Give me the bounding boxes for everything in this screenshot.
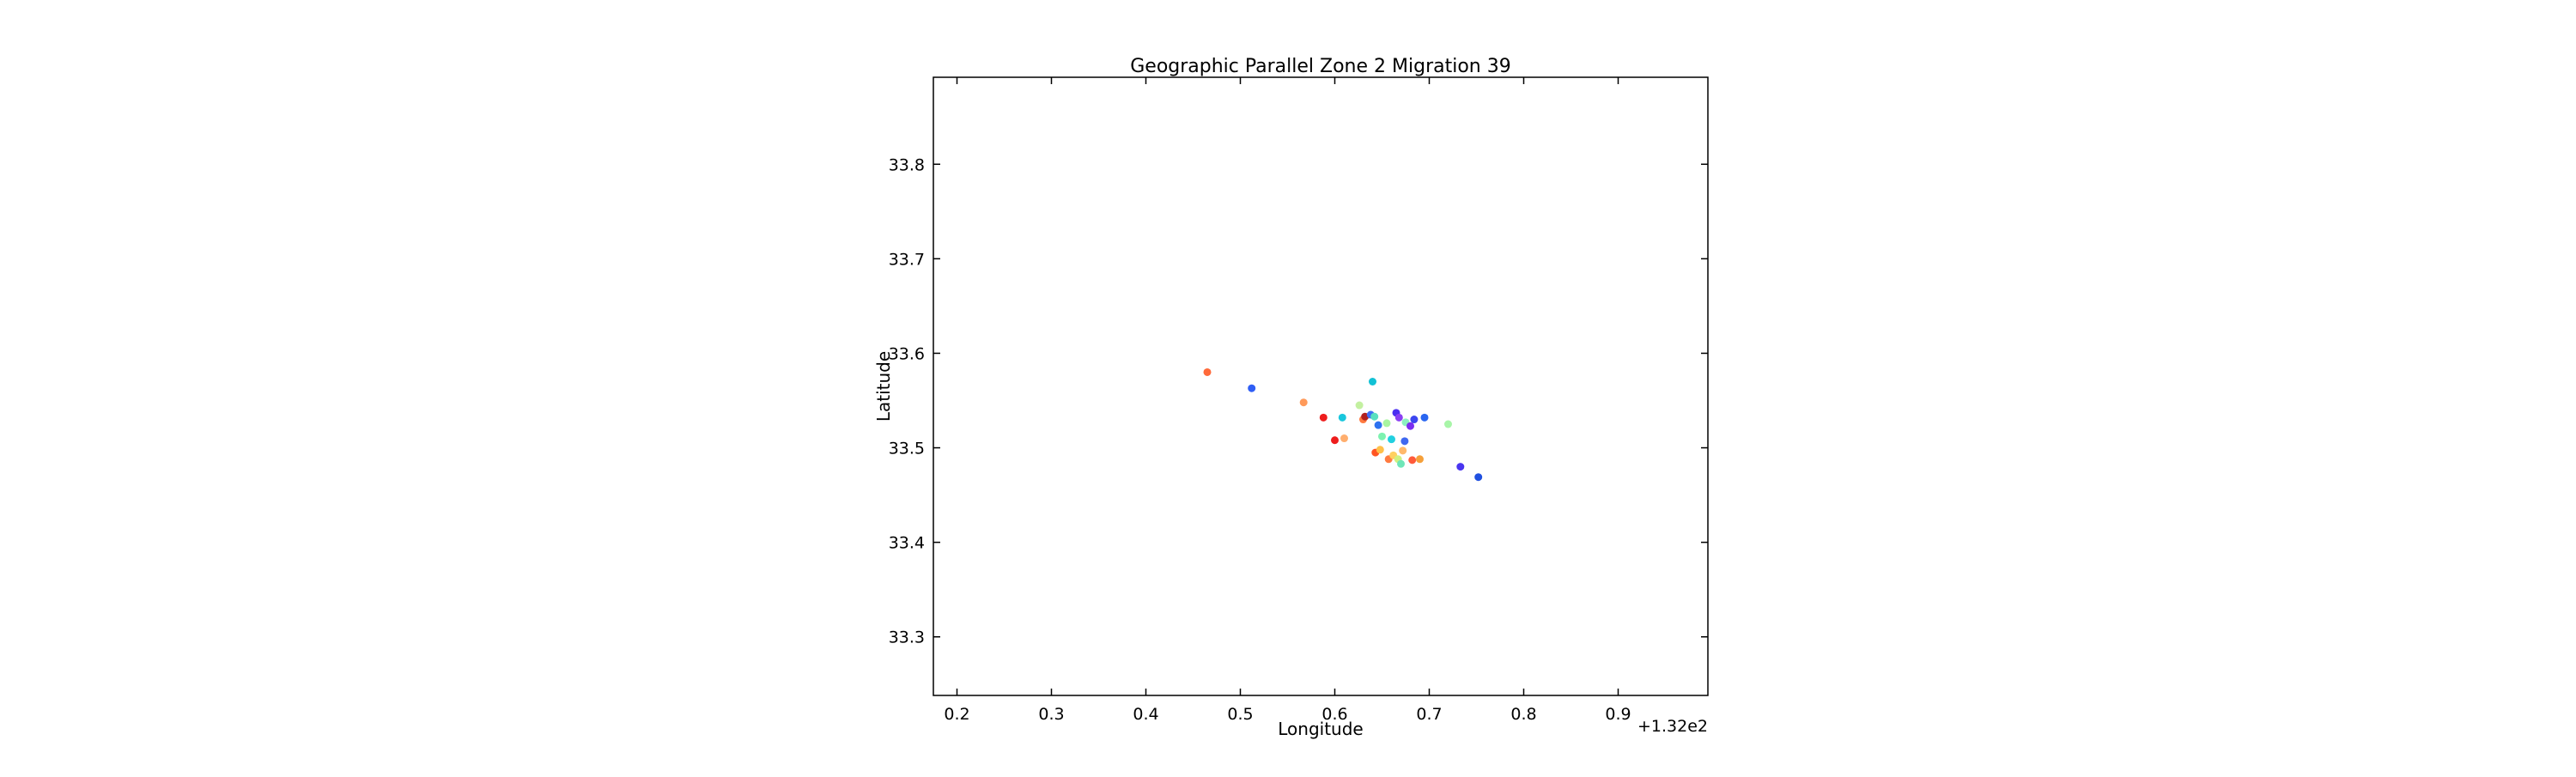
chart-title: Geographic Parallel Zone 2 Migration 39 — [1130, 56, 1511, 77]
data-point — [1203, 367, 1212, 376]
x-tick-label: 0.3 — [1038, 705, 1064, 724]
x-axis-label: Longitude — [1278, 719, 1363, 739]
data-point — [1355, 401, 1364, 410]
data-point — [1410, 416, 1419, 424]
data-point — [1388, 435, 1395, 444]
data-point — [1331, 436, 1339, 445]
data-point — [1376, 446, 1384, 454]
x-tick-label: 0.9 — [1605, 705, 1631, 724]
data-point — [1370, 412, 1379, 421]
x-tick-label: 0.5 — [1227, 705, 1253, 724]
data-point — [1408, 456, 1417, 464]
y-tick-label: 33.3 — [889, 628, 925, 647]
data-point — [1369, 377, 1376, 385]
data-point — [1374, 421, 1382, 429]
data-point — [1394, 413, 1403, 422]
x-tick-label: 0.7 — [1416, 705, 1442, 724]
y-tick-label: 33.4 — [889, 534, 925, 553]
data-point — [1400, 437, 1409, 446]
data-point — [1299, 398, 1308, 407]
data-point — [1338, 413, 1346, 422]
x-tick-label: 0.8 — [1510, 705, 1536, 724]
data-point — [1397, 459, 1405, 468]
data-point — [1416, 455, 1424, 464]
data-point — [1444, 420, 1452, 428]
data-point — [1456, 463, 1465, 471]
y-tick-label: 33.5 — [889, 440, 925, 458]
x-tick-label: 0.2 — [944, 705, 969, 724]
y-axis-label: Latitude — [873, 351, 894, 422]
data-point — [1319, 413, 1327, 422]
data-point — [1340, 434, 1348, 443]
data-point — [1248, 384, 1256, 392]
y-tick-label: 33.8 — [889, 155, 925, 174]
data-point — [1399, 446, 1407, 455]
y-tick-label: 33.7 — [889, 250, 925, 269]
data-point — [1382, 419, 1391, 428]
plot-frame — [933, 76, 1709, 696]
x-tick-label: 0.6 — [1321, 705, 1347, 724]
data-point — [1378, 432, 1386, 440]
data-point — [1420, 413, 1429, 422]
x-axis-offset-label: +1.32e2 — [1637, 717, 1708, 736]
x-tick-label: 0.4 — [1133, 705, 1158, 724]
points-layer — [1203, 367, 1483, 482]
data-point — [1474, 473, 1483, 482]
y-tick-label: 33.6 — [889, 344, 925, 363]
ticks-layer: 0.2 0.3 0.4 0.5 0.6 0.7 0.8 0.9 33.3 33.4 33.5 33.6… — [889, 77, 1708, 724]
data-point — [1406, 422, 1414, 430]
